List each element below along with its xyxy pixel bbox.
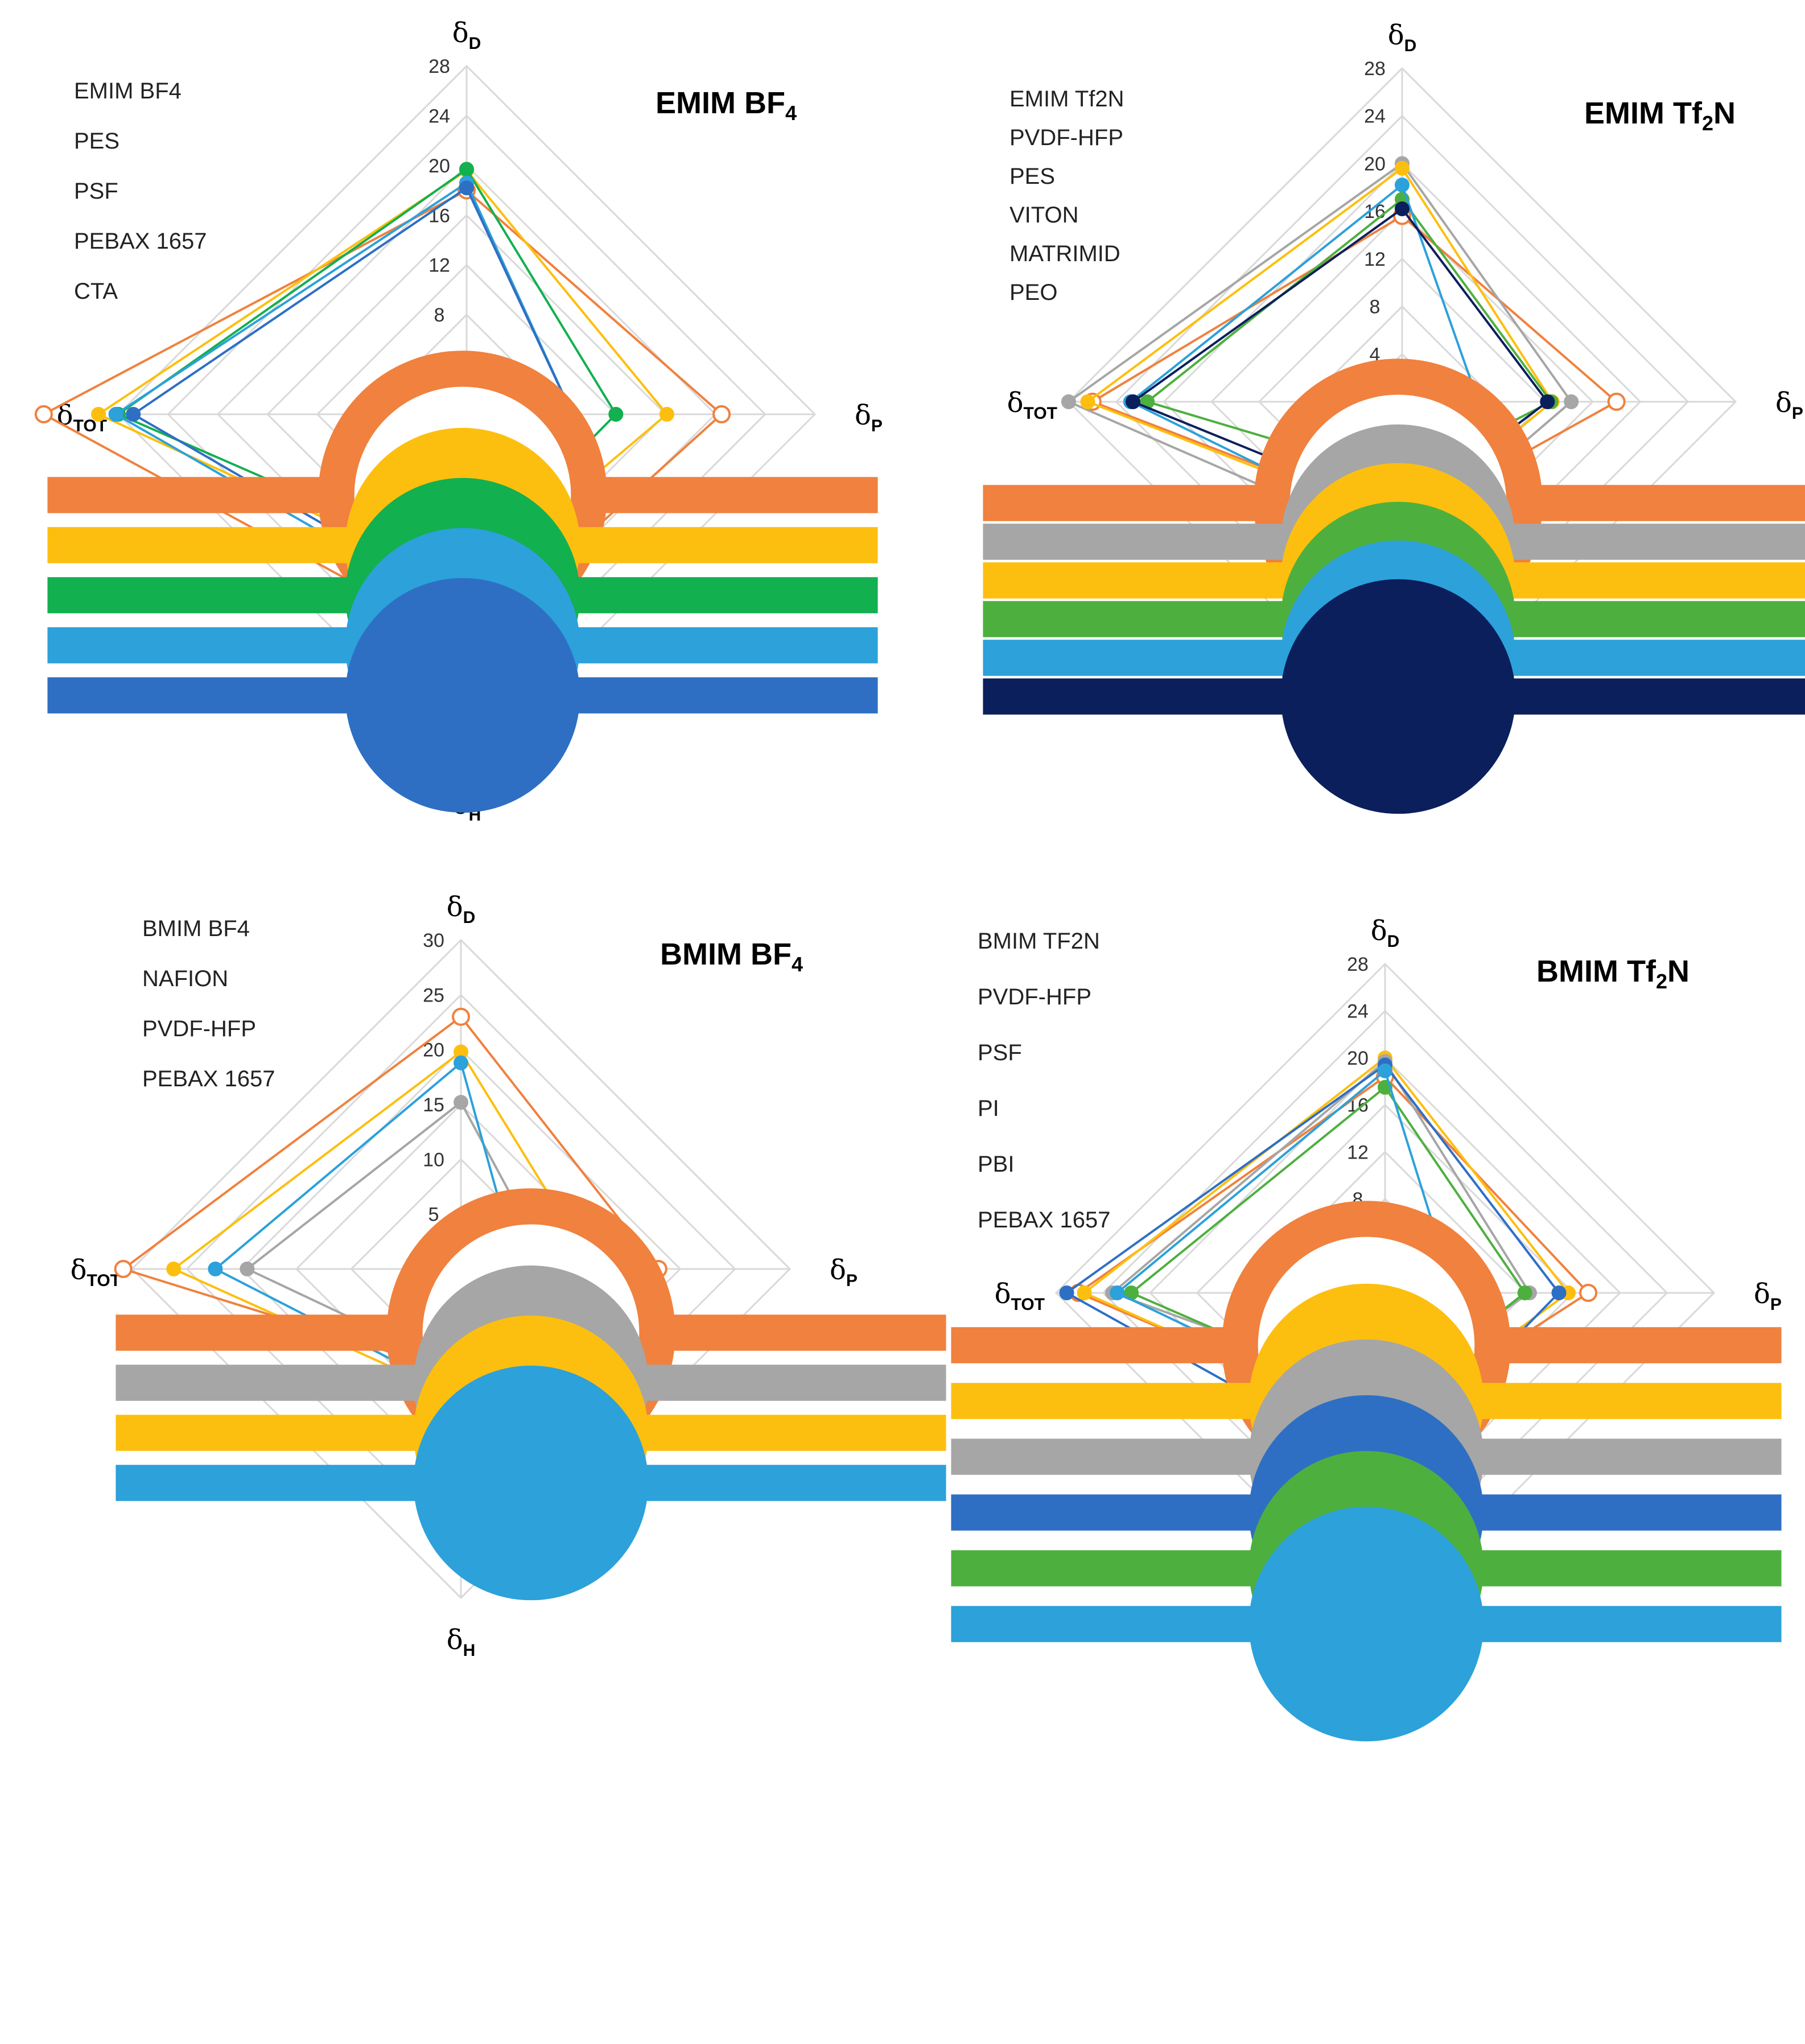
chart-emim-bf4: 0481216202428δDδPδHδTOT EMIM BF4PESPSFPE… (0, 0, 902, 840)
tick-label: 12 (1364, 249, 1386, 270)
data-point (1378, 1063, 1392, 1078)
chart-bmim-tf2n: 0481216202428δDδPδHδTOT BMIM TF2NPVDF-HF… (902, 840, 1805, 1742)
data-point (712, 405, 731, 423)
tick-label: 24 (1347, 1001, 1369, 1023)
tick-label: 20 (428, 155, 450, 177)
data-point (166, 1262, 182, 1276)
legend-label: VITON (1009, 203, 1079, 228)
data-point (454, 1055, 468, 1070)
tick-label: 5 (428, 1204, 439, 1226)
axis-label-d: δD (452, 17, 481, 53)
data-point (126, 407, 141, 422)
legend-label: PVDF-HFP (1009, 125, 1123, 150)
tick-label: 30 (423, 930, 444, 951)
tick-label: 20 (1364, 153, 1386, 175)
axis-label-d: δD (1388, 19, 1417, 55)
legend-label: PEBAX 1657 (142, 1066, 275, 1091)
axis-label-p: δP (1775, 387, 1803, 423)
legend-label: PVDF-HFP (978, 984, 1091, 1009)
tick-label: 28 (1364, 58, 1386, 80)
tick-label: 20 (1347, 1048, 1369, 1069)
data-point (1395, 201, 1410, 216)
axis-label-p: δP (855, 399, 883, 435)
legend-label: PBI (978, 1152, 1015, 1177)
tick-label: 15 (423, 1094, 444, 1116)
tick-label: 24 (1364, 106, 1386, 127)
chart-bmim-bf4: 051015202530δDδPδHδTOT BMIM BF4NAFIONPVD… (0, 840, 946, 1680)
tick-label: 28 (428, 56, 450, 77)
data-point (1551, 1285, 1567, 1300)
data-point (1110, 1285, 1125, 1300)
data-point (108, 407, 123, 422)
axis-label-tot: δTOT (995, 1278, 1045, 1314)
legend-label: CTA (74, 279, 118, 304)
legend-marker (116, 1365, 946, 1601)
tick-label: 10 (423, 1149, 444, 1171)
data-point (1540, 394, 1555, 409)
axis-label-d: δD (447, 891, 476, 927)
legend-label: EMIM BF4 (74, 79, 182, 104)
tick-label: 12 (1347, 1141, 1369, 1163)
data-point (1126, 394, 1141, 409)
legend-label: EMIM Tf2N (1009, 86, 1124, 112)
tick-label: 25 (423, 984, 444, 1006)
figure: 0481216202428δDδPδHδTOT EMIM BF4PESPSFPE… (0, 0, 1805, 1742)
axis-label-d: δD (1371, 915, 1400, 951)
legend-label: PEBAX 1657 (978, 1208, 1111, 1233)
data-point (459, 180, 474, 196)
axis-label-p: δP (1754, 1278, 1782, 1314)
panel-title: BMIM Tf2N (1536, 954, 1689, 993)
data-point (1077, 1285, 1092, 1300)
data-point (1579, 1284, 1598, 1302)
tick-label: 24 (428, 105, 450, 127)
data-point (454, 1095, 468, 1110)
data-point (240, 1262, 255, 1276)
legend-label: PSF (74, 179, 118, 204)
data-point (1395, 178, 1410, 193)
data-point (114, 1260, 133, 1278)
axis-label-p: δP (830, 1254, 858, 1290)
tick-label: 4 (1370, 344, 1380, 365)
tick-label: 8 (1370, 296, 1380, 318)
legend-label: BMIM TF2N (978, 929, 1100, 954)
chart-emim-tf2n: 0481216202428δDδPδHδTOT EMIM Tf2NPVDF-HF… (902, 0, 1805, 840)
legend-label: PEBAX 1657 (74, 229, 207, 254)
panel-title: EMIM BF4 (656, 86, 797, 125)
legend-label: PVDF-HFP (142, 1016, 256, 1041)
axis-label-tot: δTOT (1007, 387, 1057, 423)
data-point (34, 405, 53, 423)
axis-label-h: δH (447, 1624, 476, 1660)
panel-title: BMIM BF4 (660, 937, 803, 976)
legend-label: PES (1009, 164, 1056, 189)
legend-label: PEO (1009, 280, 1058, 305)
legend-label: PI (978, 1096, 999, 1121)
tick-label: 8 (434, 304, 445, 326)
data-point (208, 1262, 223, 1276)
data-point (1564, 394, 1579, 409)
legend-label: MATRIMID (1009, 241, 1120, 266)
data-point (1061, 394, 1076, 409)
legend-label: PSF (978, 1040, 1022, 1065)
legend-label: PES (74, 129, 120, 154)
data-point (1517, 1285, 1532, 1300)
data-point (91, 407, 106, 422)
panel-title: EMIM Tf2N (1584, 96, 1736, 135)
legend-label: BMIM BF4 (142, 916, 250, 941)
data-point (1059, 1285, 1074, 1300)
tick-label: 28 (1347, 954, 1369, 975)
data-point (659, 407, 674, 422)
data-point (1607, 393, 1626, 411)
legend-marker (47, 578, 878, 813)
legend-marker (983, 579, 1805, 814)
axis-label-tot: δTOT (71, 1254, 121, 1290)
legend-marker (951, 1506, 1782, 1742)
data-point (1395, 160, 1410, 176)
data-point (1080, 394, 1095, 409)
tick-label: 12 (428, 255, 450, 277)
legend-label: NAFION (142, 966, 229, 991)
data-point (452, 1007, 470, 1026)
data-point (608, 407, 624, 422)
